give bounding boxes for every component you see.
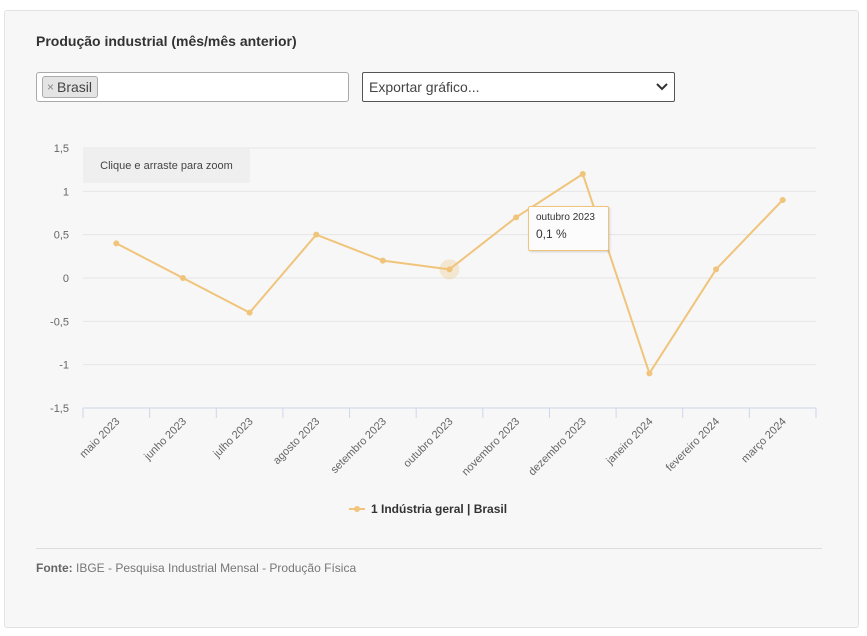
export-chart-select[interactable]: Exportar gráfico...	[362, 72, 675, 102]
chart-title: Produção industrial (mês/mês anterior)	[36, 33, 297, 49]
y-tick-label: 1,5	[54, 143, 69, 155]
remove-chip-icon[interactable]: ×	[47, 80, 55, 94]
x-tick-label: novembro 2023	[460, 416, 523, 479]
y-tick-label: -1,5	[50, 403, 69, 415]
export-select-value: Exportar gráfico...	[369, 79, 480, 95]
x-tick-label: janeiro 2024	[604, 416, 656, 468]
data-point	[446, 266, 453, 273]
chart-card	[4, 10, 859, 628]
legend-label: 1 Indústria geral | Brasil	[371, 502, 507, 516]
x-tick-label: dezembro 2023	[526, 416, 589, 479]
data-point	[646, 370, 653, 377]
source-text: IBGE - Pesquisa Industrial Mensal - Prod…	[76, 561, 357, 575]
data-point	[379, 257, 386, 264]
tooltip-value: 0,1 %	[536, 227, 567, 241]
footer-divider	[36, 548, 822, 549]
x-tick-label: setembro 2023	[329, 416, 389, 476]
zoom-hint: Clique e arraste para zoom	[83, 149, 250, 183]
x-tick-label: outubro 2023	[401, 416, 455, 470]
y-tick-label: 1	[63, 186, 69, 198]
legend-marker	[354, 506, 360, 512]
data-point	[313, 231, 320, 238]
y-tick-label: 0,5	[54, 230, 69, 242]
chevron-down-icon	[656, 83, 668, 91]
data-point	[113, 240, 120, 247]
x-tick-label: julho 2023	[211, 416, 256, 461]
data-point	[179, 275, 186, 281]
y-tick-label: -0,5	[50, 316, 69, 328]
x-tick-label: maio 2023	[78, 416, 123, 461]
x-tick-label: agosto 2023	[271, 416, 322, 467]
chart-tooltip: outubro 2023 0,1 %	[528, 206, 609, 251]
data-point	[779, 197, 786, 203]
data-point	[246, 309, 253, 316]
data-point	[579, 171, 586, 177]
tooltip-date: outubro 2023	[536, 212, 595, 223]
y-tick-label: -1	[59, 360, 69, 372]
data-point	[713, 266, 720, 273]
data-point	[513, 214, 520, 221]
region-chip[interactable]: × Brasil	[42, 76, 99, 98]
x-tick-label: junho 2023	[141, 416, 189, 464]
region-chip-label: Brasil	[57, 79, 93, 95]
region-filter-input[interactable]: × Brasil	[36, 72, 349, 102]
x-tick-label: fevereiro 2024	[664, 416, 722, 474]
source-label: Fonte:	[36, 561, 73, 575]
source-note: Fonte: IBGE - Pesquisa Industrial Mensal…	[36, 561, 356, 575]
x-tick-label: março 2024	[739, 416, 789, 466]
y-tick-label: 0	[63, 273, 69, 285]
